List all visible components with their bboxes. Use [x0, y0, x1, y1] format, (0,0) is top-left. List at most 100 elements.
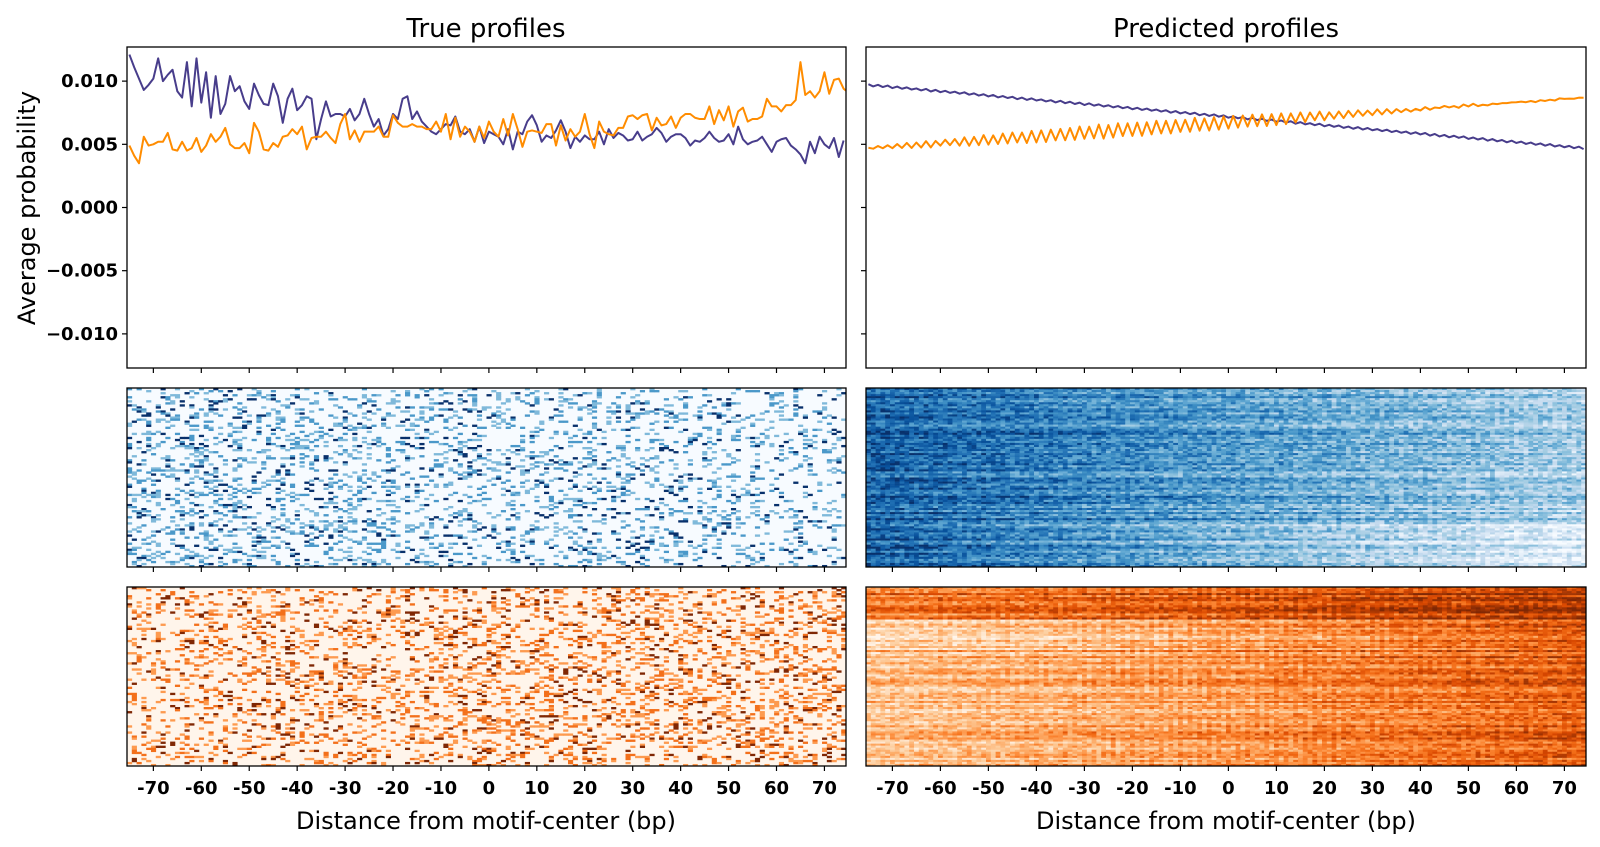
heatmap-cell	[534, 485, 540, 488]
heatmap-cell	[1490, 400, 1496, 403]
heatmap-cell	[1427, 412, 1433, 415]
heatmap-cell	[1422, 414, 1428, 417]
heatmap-cell	[246, 420, 252, 423]
heatmap-cell	[1374, 392, 1380, 395]
heatmap-cell	[232, 442, 238, 446]
heatmap-cell	[232, 505, 238, 509]
heatmap-cell	[1403, 410, 1409, 413]
heatmap-cell	[1466, 390, 1472, 393]
heatmap-cell	[155, 544, 161, 547]
heatmap-cell	[1331, 396, 1337, 399]
heatmap-cell	[136, 514, 142, 517]
heatmap-cell	[1451, 390, 1457, 393]
heatmap-cell	[1173, 414, 1179, 417]
heatmap-cell	[1048, 392, 1054, 395]
heatmap-cell	[1120, 398, 1126, 401]
heatmap-cell	[424, 394, 430, 397]
heatmap-cell	[1499, 404, 1505, 407]
heatmap-cell	[620, 392, 626, 395]
heatmap-cell	[443, 508, 449, 511]
heatmap-cell	[481, 473, 487, 476]
heatmap-cell	[520, 503, 526, 507]
heatmap-cell	[433, 440, 439, 444]
heatmap-cell	[381, 485, 387, 488]
heatmap-cell	[366, 446, 372, 450]
heatmap-cell	[1422, 404, 1428, 407]
heatmap-cell	[740, 426, 746, 429]
heatmap-cell	[179, 442, 185, 446]
heatmap-cell	[328, 469, 334, 472]
heatmap-cell	[313, 422, 320, 425]
heatmap-cell	[1120, 410, 1126, 413]
heatmap-cell	[256, 414, 262, 417]
heatmap-cell	[754, 487, 761, 490]
heatmap-cell	[596, 532, 602, 535]
heatmap-cell	[1283, 410, 1289, 413]
heatmap-cell	[995, 408, 1001, 411]
heatmap-cell	[256, 426, 262, 429]
heatmap-cell	[160, 440, 166, 444]
heatmap-cell	[481, 434, 487, 438]
heatmap-cell	[174, 444, 181, 448]
heatmap-cell	[1350, 394, 1356, 397]
heatmap-cell	[812, 501, 818, 505]
heatmap-cell	[160, 392, 166, 395]
heatmap-cell	[918, 406, 924, 409]
heatmap-cell	[1504, 412, 1510, 415]
heatmap-cell	[1317, 392, 1323, 395]
heatmap-cell	[1470, 404, 1476, 407]
heatmap-cell	[1245, 412, 1251, 415]
heatmap-cell	[1154, 400, 1160, 403]
heatmap-cell	[1163, 414, 1169, 417]
heatmap-cell	[866, 400, 872, 403]
heatmap-cell	[342, 526, 348, 529]
heatmap-cell	[1542, 388, 1548, 391]
heatmap-cell	[1523, 406, 1529, 409]
heatmap-cell	[1538, 404, 1544, 407]
heatmap-cell	[1067, 408, 1073, 411]
heatmap-cell	[337, 485, 344, 488]
heatmap-cell	[558, 501, 564, 505]
heatmap-cell	[1173, 402, 1179, 405]
heatmap-cell	[1134, 392, 1140, 395]
heatmap-cell	[170, 516, 176, 519]
heatmap-cell	[213, 408, 219, 411]
heatmap-cell	[304, 558, 310, 562]
heatmap-cell	[467, 467, 473, 470]
heatmap-cell	[1413, 402, 1419, 405]
heatmap-cell	[740, 493, 746, 497]
heatmap-cell	[831, 528, 837, 531]
heatmap-cell	[520, 446, 526, 450]
heatmap-cell	[318, 479, 324, 482]
heatmap-cell	[1298, 398, 1304, 401]
heatmap-cell	[366, 485, 372, 488]
heatmap-cell	[1082, 404, 1088, 407]
heatmap-cell	[1514, 408, 1520, 411]
heatmap-cell	[1115, 392, 1121, 395]
heatmap-cell	[976, 390, 982, 393]
heatmap-cell	[716, 493, 722, 497]
heatmap-cell	[127, 550, 133, 554]
heatmap-cell	[534, 390, 540, 393]
heatmap-cell	[1226, 408, 1232, 411]
heatmap-cell	[242, 552, 248, 556]
heatmap-cell	[155, 530, 161, 533]
heatmap-cell	[1485, 406, 1491, 409]
heatmap-cell	[769, 510, 775, 513]
heatmap-cell	[711, 546, 717, 549]
heatmap-cell	[539, 473, 545, 476]
heatmap-cell	[127, 442, 133, 446]
heatmap-cell	[218, 544, 224, 547]
heatmap-cell	[208, 390, 214, 393]
heatmap-cell	[232, 546, 238, 549]
heatmap-cell	[1442, 388, 1448, 391]
heatmap-cell	[146, 554, 152, 558]
heatmap-cell	[304, 544, 310, 547]
heatmap-cell	[778, 400, 785, 403]
heatmap-cell	[726, 485, 732, 488]
heatmap-cell	[165, 459, 171, 462]
heatmap-cell	[783, 510, 789, 513]
heatmap-cell	[1341, 392, 1347, 395]
heatmap-cell	[591, 402, 598, 405]
heatmap-cell	[1341, 400, 1347, 403]
